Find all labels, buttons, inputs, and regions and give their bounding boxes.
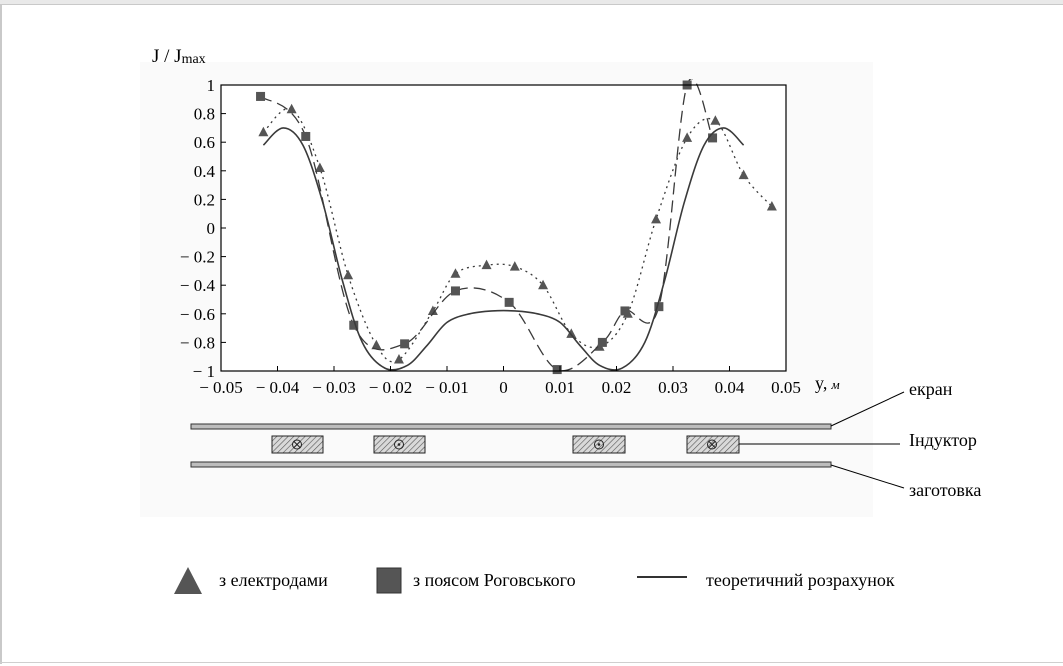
y-tick-label: − 0.2 <box>180 248 215 267</box>
triangle-point <box>710 115 721 125</box>
triangle-marker-icon <box>174 567 202 594</box>
y-tick-label: − 1 <box>193 362 215 381</box>
workpiece-leader <box>830 464 905 489</box>
plot-area <box>221 85 786 371</box>
square-point <box>504 297 514 307</box>
x-tick-label: 0.01 <box>545 378 575 397</box>
legend-label-rogowski: з поясом Роговського <box>413 570 576 590</box>
screen-plate <box>190 423 832 430</box>
square-point <box>450 286 460 296</box>
screen-label: екран <box>909 379 953 399</box>
triangle-point <box>258 126 269 137</box>
x-tick-label: − 0.04 <box>256 378 300 397</box>
x-tick-label: − 0.02 <box>369 378 413 397</box>
series-2 <box>256 79 718 375</box>
series-line-3 <box>262 127 745 371</box>
triangle-point <box>682 132 693 142</box>
window-left-edge <box>0 4 2 664</box>
triangle-point <box>738 169 749 180</box>
inductor-turn-1 <box>271 435 324 454</box>
inductor-schematic: екран Індуктор заготовка <box>190 379 981 500</box>
series-line-2 <box>260 79 714 371</box>
square-marker-icon <box>376 567 402 594</box>
triangle-point <box>314 162 325 172</box>
triangle-point <box>450 268 461 278</box>
series-layer <box>256 79 777 375</box>
x-tick-label: − 0.01 <box>425 378 469 397</box>
square-point <box>400 339 410 349</box>
chart: − 0.05 − 0.04 − 0.03 − 0.02 − 0.01 0 0.01 0.02 0… <box>152 46 840 397</box>
square-point <box>620 306 630 316</box>
square-point <box>301 131 311 141</box>
triangle-point <box>481 259 492 270</box>
y-axis-title: J / Jmax <box>152 46 206 67</box>
square-point <box>349 320 359 330</box>
x-tick-label: 0.04 <box>715 378 745 397</box>
x-tick-label: − 0.03 <box>312 378 356 397</box>
triangle-point <box>509 261 520 271</box>
workpiece-label: заготовка <box>909 480 981 500</box>
window-bottom-edge <box>0 662 1063 663</box>
y-tick-label: 0.2 <box>194 190 215 209</box>
y-tick-label: − 0.8 <box>180 333 215 352</box>
square-point <box>654 302 664 312</box>
y-tick-label: 0 <box>207 219 216 238</box>
series-3 <box>262 127 745 371</box>
square-point <box>597 337 607 347</box>
square-point <box>708 133 718 143</box>
triangle-point <box>766 201 777 211</box>
x-tick-label: 0.02 <box>602 378 632 397</box>
triangle-point <box>538 279 549 290</box>
y-tick-label: 1 <box>207 76 216 95</box>
inductor-turn-3 <box>572 435 626 454</box>
square-point <box>256 91 266 101</box>
legend-label-theory: теоретичний розрахунок <box>706 570 895 590</box>
x-tick-label: 0 <box>499 378 508 397</box>
y-tick-label: − 0.4 <box>180 276 216 295</box>
y-tick-label: 0.6 <box>194 133 215 152</box>
y-tick-label: 0.8 <box>194 105 215 124</box>
legend-label-electrodes: з електродами <box>219 570 328 590</box>
inductor-turn-2 <box>373 435 426 454</box>
triangle-point <box>651 213 662 224</box>
workpiece-plate <box>190 461 832 468</box>
ticks-layer: − 0.05 − 0.04 − 0.03 − 0.02 − 0.01 0 0.01 0.02 0… <box>180 76 801 397</box>
triangle-point <box>566 328 577 338</box>
triangle-point <box>343 269 354 280</box>
triangle-point <box>286 103 297 114</box>
y-tick-label: − 0.6 <box>180 305 215 324</box>
screen-leader <box>830 391 905 427</box>
window-top-bar <box>0 0 1063 5</box>
square-point <box>552 365 562 375</box>
triangle-point <box>371 339 382 350</box>
triangle-point <box>427 305 438 315</box>
inductor-label: Індуктор <box>909 430 977 450</box>
x-tick-label: 0.05 <box>771 378 801 397</box>
x-axis-title: y, м <box>815 373 840 393</box>
y-tick-label: 0.4 <box>194 162 216 181</box>
series-1 <box>258 103 777 364</box>
legend: з електродами з поясом Роговського теоре… <box>174 567 895 594</box>
x-tick-label: − 0.05 <box>199 378 243 397</box>
x-tick-label: 0.03 <box>658 378 688 397</box>
inductor-turn-4 <box>686 435 740 454</box>
triangle-point <box>393 354 404 364</box>
